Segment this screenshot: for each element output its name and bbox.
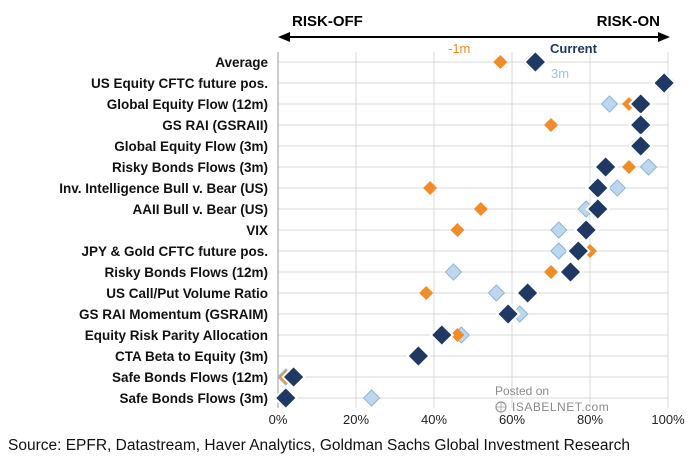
category-label: GS RAI Momentum (GSRAIM) — [79, 307, 268, 322]
marker-Current-3 — [628, 112, 654, 138]
category-label: Global Equity Flow (12m) — [107, 97, 268, 112]
x-tick-label: 20% — [343, 412, 369, 427]
marker-Current-10 — [558, 259, 583, 285]
marker-Current-16 — [273, 385, 299, 411]
category-label: VIX — [246, 223, 268, 238]
source-note: Source: EPFR, Datastream, Haver Analytic… — [8, 437, 630, 454]
marker-Current-13 — [429, 322, 455, 348]
arrow-right-head — [658, 32, 670, 42]
watermark-site: ISABELNET.com — [512, 400, 610, 414]
x-tick-label: 40% — [421, 412, 447, 427]
marker-Current-8 — [573, 217, 599, 243]
marker-3m-6 — [608, 179, 627, 197]
category-label: Equity Risk Parity Allocation — [85, 328, 268, 343]
x-tick-label: 100% — [651, 412, 685, 427]
marker-Current-5 — [593, 154, 619, 180]
category-label: CTA Beta to Equity (3m) — [115, 349, 268, 364]
marker-minus1m-5 — [622, 160, 636, 174]
category-label: Safe Bonds Flows (12m) — [112, 370, 268, 385]
marker-Current-14 — [405, 343, 431, 369]
marker-minus1m-0 — [493, 55, 508, 69]
marker-minus1m-10 — [544, 265, 558, 279]
category-label: GS RAI (GSRAII) — [162, 118, 268, 133]
marker-3m-5 — [639, 158, 658, 176]
category-label: Safe Bonds Flows (3m) — [119, 391, 268, 406]
globe-icon — [495, 401, 507, 413]
category-label: JPY & Gold CFTC future pos. — [81, 244, 268, 259]
marker-minus1m-3 — [544, 118, 558, 132]
x-tick-label: 60% — [499, 412, 525, 427]
risk-on-label: RISK-ON — [597, 13, 660, 30]
category-labels: Average US Equity CFTC future pos. Global … — [59, 55, 268, 406]
direction-arrow: RISK-OFF RISK-ON — [278, 13, 670, 42]
marker-Current-7 — [585, 196, 611, 222]
marker-Current-15 — [281, 364, 307, 390]
marker-Current-2 — [628, 91, 654, 117]
marker-3m-10 — [444, 263, 463, 281]
marker-Current-9 — [565, 238, 591, 264]
category-label: US Call/Put Volume Ratio — [106, 286, 268, 301]
legend: -1m Current 3m — [448, 41, 598, 81]
x-tick-label: 0% — [269, 412, 288, 427]
arrow-left-head — [278, 32, 290, 42]
category-label: Average — [215, 55, 268, 70]
marker-3m-2 — [600, 95, 619, 113]
marker-Current-11 — [515, 280, 541, 306]
category-label: US Equity CFTC future pos. — [91, 76, 268, 91]
marker-minus1m-6 — [423, 181, 438, 195]
watermark-posted-on: Posted on — [495, 384, 550, 398]
marker-Current-4 — [628, 133, 654, 159]
x-axis-ticks: 0% 20% 40% 60% 80% 100% — [269, 412, 685, 427]
marker-Current-12 — [495, 301, 521, 327]
marker-minus1m-13 — [450, 328, 465, 342]
marker-minus1m-11 — [419, 286, 434, 300]
marker-3m-8 — [550, 221, 568, 239]
marker-Current-1 — [651, 70, 677, 96]
marker-Current-0 — [522, 49, 548, 75]
legend-current: Current — [550, 41, 598, 56]
marker-minus1m-8 — [450, 223, 465, 237]
marker-3m-16 — [362, 389, 381, 407]
category-label: Risky Bonds Flows (12m) — [104, 265, 268, 280]
category-label: Inv. Intelligence Bull v. Bear (US) — [59, 181, 268, 196]
marker-3m-11 — [487, 284, 506, 302]
x-tick-label: 80% — [577, 412, 603, 427]
data-marks — [273, 49, 677, 411]
category-label: AAII Bull v. Bear (US) — [132, 202, 268, 217]
legend-3m: 3m — [551, 66, 569, 81]
marker-3m-9 — [550, 242, 568, 260]
category-label: Global Equity Flow (3m) — [114, 139, 268, 154]
category-label: Risky Bonds Flows (3m) — [112, 160, 268, 175]
risk-off-label: RISK-OFF — [292, 13, 363, 30]
marker-minus1m-7 — [473, 202, 488, 216]
legend-minus1m: -1m — [448, 41, 470, 56]
